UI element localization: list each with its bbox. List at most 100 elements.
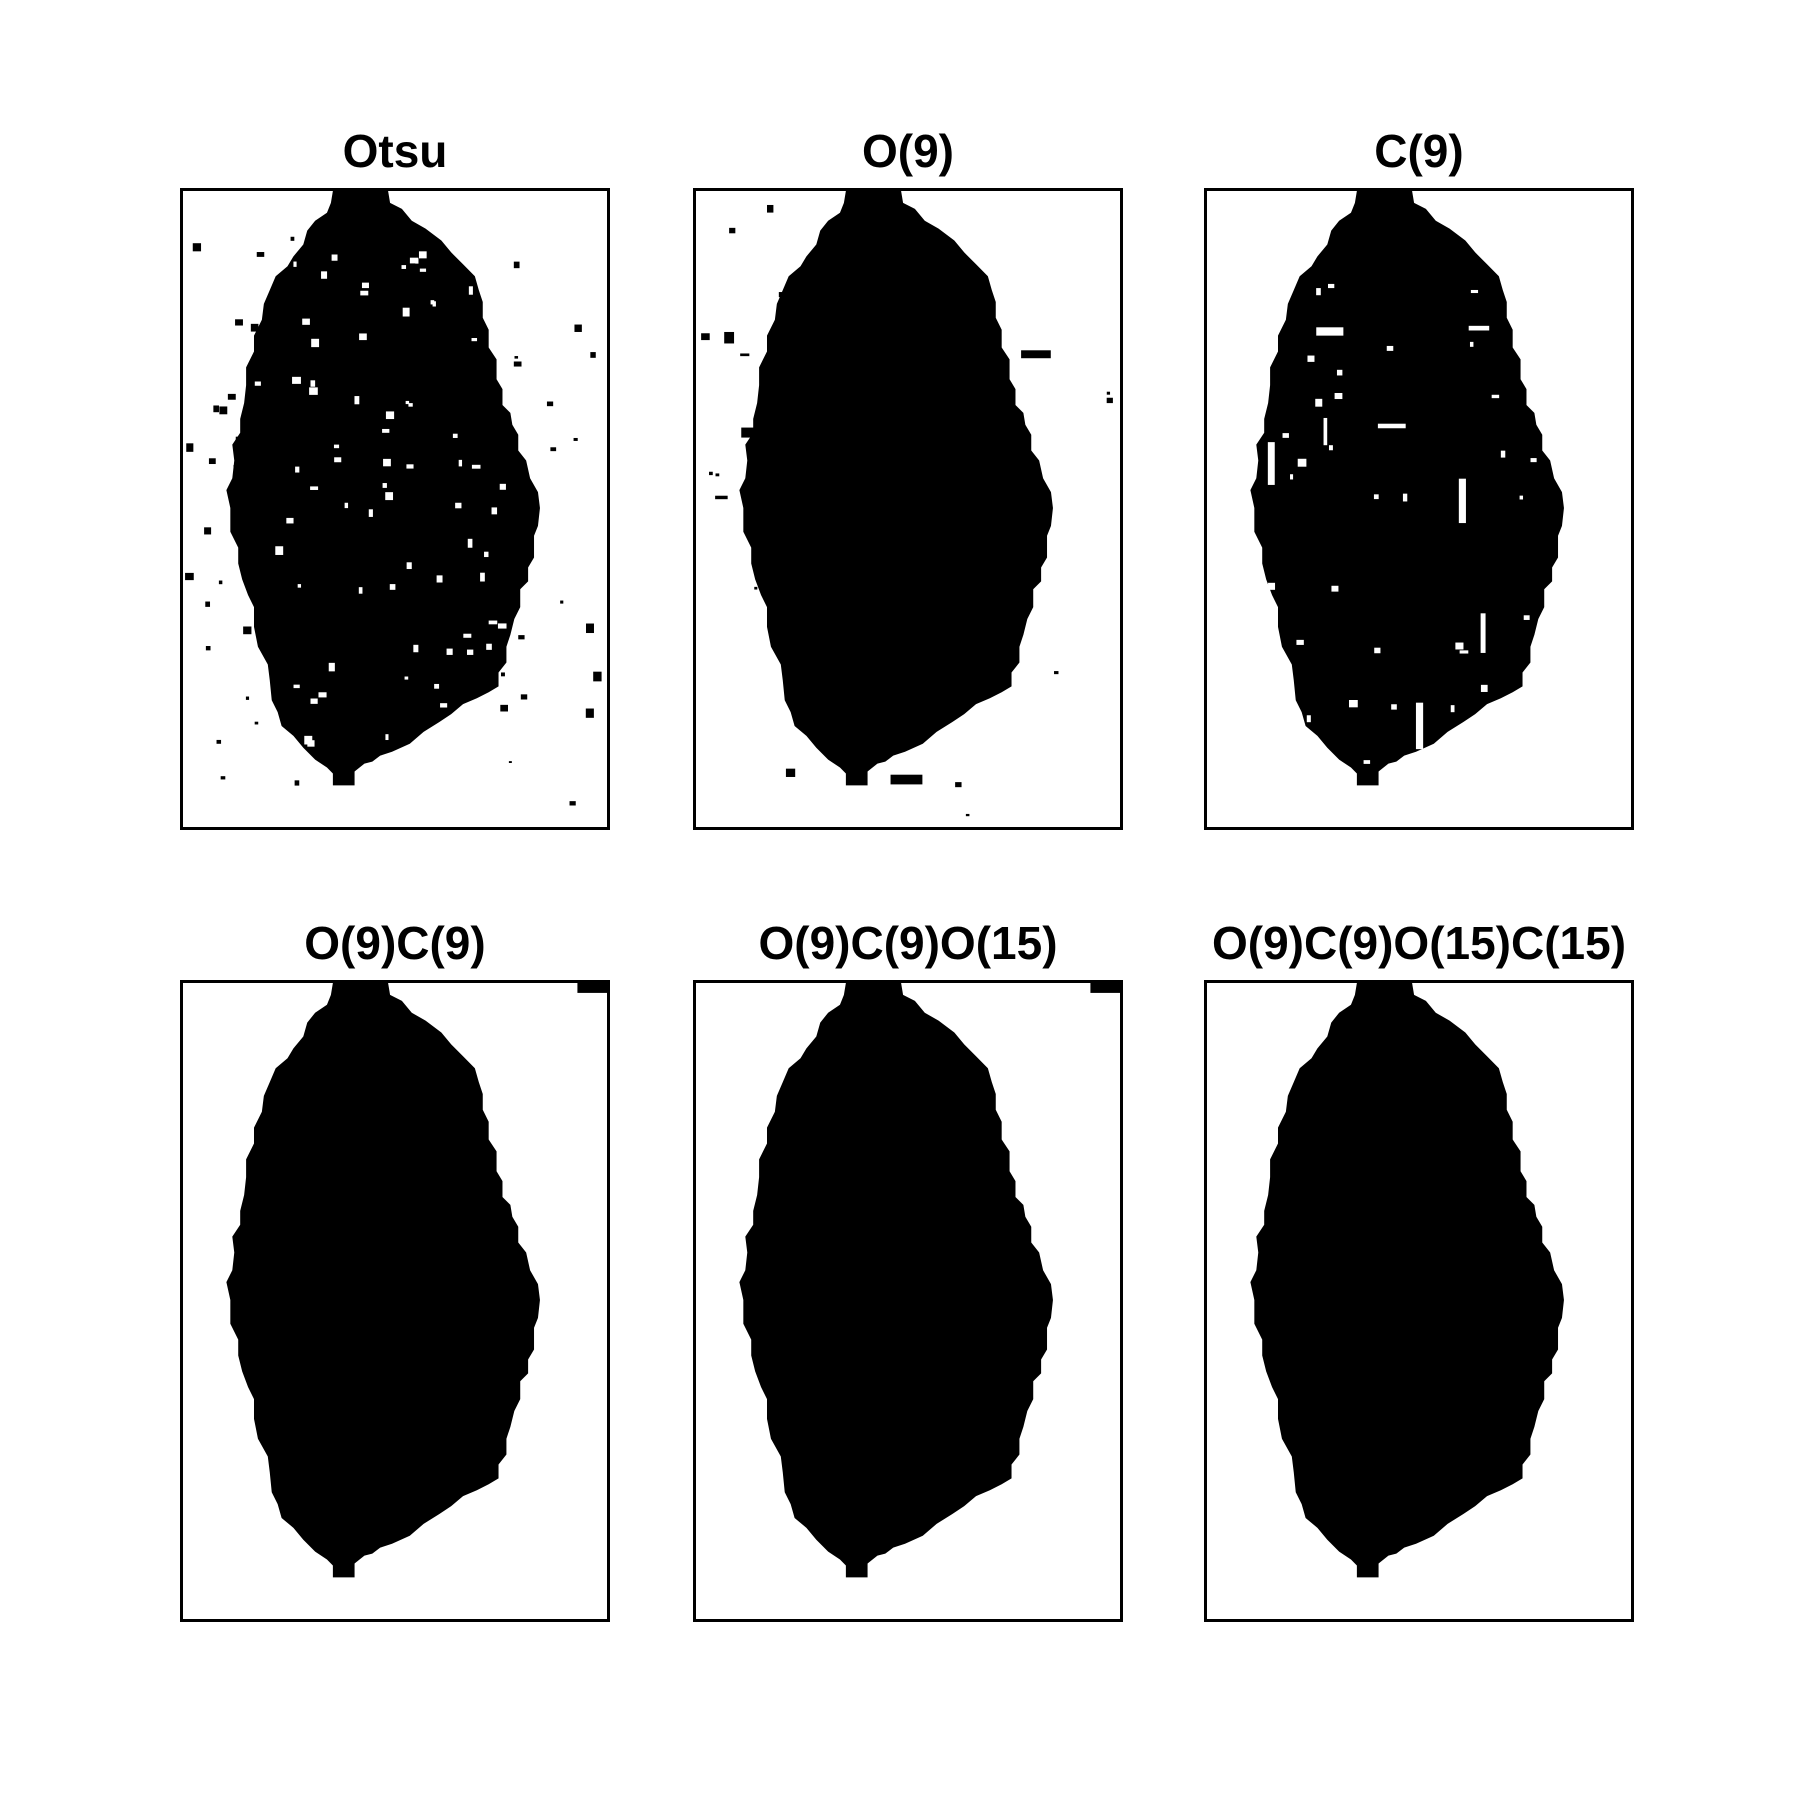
hole-speck xyxy=(413,644,419,653)
noise-speck xyxy=(513,261,520,269)
noise-speck xyxy=(715,473,720,477)
hole-speck xyxy=(360,290,369,296)
panel-o9c9o15 xyxy=(693,980,1123,1622)
noise-speck xyxy=(500,704,509,712)
noise-speck xyxy=(729,227,736,234)
noise-speck xyxy=(569,801,576,806)
noise-speck xyxy=(243,626,252,635)
hole-speck xyxy=(1297,458,1307,467)
hole-speck xyxy=(1480,684,1488,692)
noise-speck xyxy=(715,495,728,500)
hole-speck xyxy=(468,286,473,295)
hole-speck xyxy=(452,433,458,438)
noise-speck xyxy=(585,623,594,634)
hole-speck xyxy=(1268,582,1276,590)
panel-title-o9c9o15c15: O(9)C(9)O(15)C(15) xyxy=(1211,917,1627,969)
hole-speck xyxy=(1328,445,1333,451)
hole-speck xyxy=(331,254,338,261)
hole-speck xyxy=(333,444,340,449)
hole-speck xyxy=(254,381,261,386)
segmented-object xyxy=(1250,983,1564,1578)
mask-otsu xyxy=(183,191,607,827)
hole-speck xyxy=(295,466,300,473)
hole-speck xyxy=(1363,760,1371,764)
noise-speck xyxy=(520,694,528,700)
hole-speck xyxy=(405,400,410,405)
noise-speck xyxy=(218,580,223,585)
noise-speck xyxy=(192,243,202,252)
panel-otsu xyxy=(180,188,610,830)
hole-speck xyxy=(409,257,419,264)
hole-speck xyxy=(446,648,453,655)
noise-speck xyxy=(290,236,295,241)
noise-speck xyxy=(741,427,766,438)
noise-speck xyxy=(754,586,758,590)
noise-speck xyxy=(577,983,607,993)
hole-speck xyxy=(1327,283,1335,289)
hole-speck xyxy=(385,734,389,741)
hole-speck xyxy=(334,457,342,463)
hole-speck xyxy=(480,572,485,582)
hole-speck xyxy=(491,507,498,515)
hole-speck xyxy=(418,251,427,259)
noise-speck xyxy=(1106,391,1111,395)
hole-speck xyxy=(344,502,349,509)
hole-speck xyxy=(436,575,443,583)
hole-speck xyxy=(1468,325,1490,331)
hole-speck xyxy=(1377,423,1406,429)
hole-speck xyxy=(1519,495,1524,500)
hole-speck xyxy=(1290,474,1294,480)
noise-speck xyxy=(560,600,564,604)
hole-speck xyxy=(382,428,390,433)
hole-speck xyxy=(1296,639,1304,645)
hole-speck xyxy=(463,633,472,638)
hole-speck xyxy=(458,459,463,467)
noise-speck xyxy=(213,405,219,413)
panel-title-c9: C(9) xyxy=(1374,125,1464,177)
hole-speck xyxy=(1331,585,1339,592)
hole-speck xyxy=(1391,704,1397,710)
hole-speck xyxy=(1315,398,1323,407)
hole-speck xyxy=(406,464,414,469)
panel-title-o9: O(9) xyxy=(862,125,954,177)
noise-speck xyxy=(205,646,211,651)
panel-title-otsu: Otsu xyxy=(342,125,448,177)
hole-speck xyxy=(402,307,410,317)
hole-speck xyxy=(292,376,301,384)
noise-speck xyxy=(955,782,962,788)
hole-speck xyxy=(497,623,507,629)
hole-speck xyxy=(293,684,300,689)
hole-speck xyxy=(467,538,473,548)
noise-speck xyxy=(740,353,750,357)
hole-speck xyxy=(440,703,448,708)
hole-speck xyxy=(488,620,498,625)
noise-speck xyxy=(518,635,525,640)
hole-speck xyxy=(361,282,369,289)
noise-speck xyxy=(785,768,796,777)
hole-speck xyxy=(404,676,409,680)
panel-o9c9 xyxy=(180,980,610,1622)
hole-speck xyxy=(1500,450,1506,458)
hole-speck xyxy=(471,464,481,469)
hole-speck xyxy=(486,643,492,650)
hole-speck xyxy=(401,265,407,269)
mask-o9c9 xyxy=(183,983,607,1619)
hole-speck xyxy=(310,380,316,387)
hole-speck xyxy=(1348,699,1358,708)
noise-speck xyxy=(1021,350,1051,359)
hole-speck xyxy=(302,318,310,325)
hole-speck xyxy=(304,735,313,745)
segmented-object xyxy=(739,191,1053,786)
noise-speck xyxy=(890,774,923,785)
noise-speck xyxy=(514,356,519,359)
noise-speck xyxy=(208,458,216,465)
noise-speck xyxy=(546,401,554,407)
noise-speck xyxy=(701,333,710,341)
panel-title-o9c9o15: O(9)C(9)O(15) xyxy=(758,917,1058,969)
hole-speck xyxy=(368,509,373,517)
hole-speck xyxy=(455,502,462,509)
hole-speck xyxy=(1334,392,1343,400)
noise-speck xyxy=(256,252,265,257)
noise-speck xyxy=(294,780,300,786)
hole-speck xyxy=(383,458,391,467)
